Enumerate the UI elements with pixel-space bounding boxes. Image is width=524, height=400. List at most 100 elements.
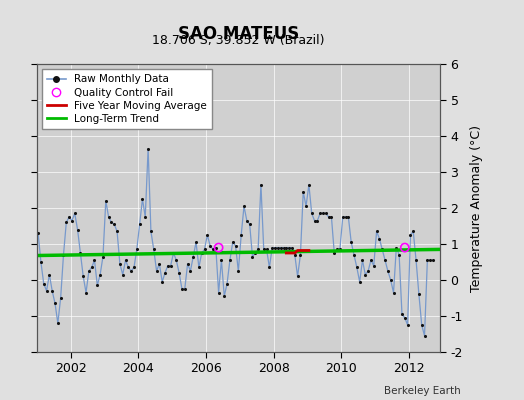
Point [418, 322, 426, 328]
Point [167, 262, 175, 269]
Point [324, 214, 333, 220]
Point [251, 250, 259, 256]
Point [389, 290, 398, 296]
Point [107, 219, 116, 226]
Point [138, 196, 147, 202]
Point [344, 214, 353, 220]
Point [79, 273, 88, 280]
Point [178, 286, 186, 292]
Point [133, 246, 141, 253]
Point [361, 271, 369, 278]
Point [203, 232, 212, 238]
Point [234, 268, 243, 274]
Point [310, 218, 319, 224]
Point [158, 278, 167, 285]
Point [223, 280, 231, 287]
Point [291, 252, 299, 258]
Point [53, 320, 62, 326]
Point [85, 268, 93, 274]
Point [122, 257, 130, 263]
Point [51, 300, 59, 306]
Point [155, 261, 163, 267]
Y-axis label: Temperature Anomaly (°C): Temperature Anomaly (°C) [470, 124, 483, 292]
Point [328, 214, 336, 220]
Point [37, 259, 45, 265]
Point [336, 246, 344, 253]
Point [65, 214, 73, 220]
Point [88, 264, 96, 270]
Point [42, 288, 51, 294]
Point [355, 278, 364, 285]
Point [387, 277, 395, 283]
Point [183, 261, 192, 267]
Point [90, 257, 99, 263]
Point [99, 254, 107, 260]
Point [93, 282, 102, 289]
Point [350, 252, 358, 258]
Point [414, 291, 423, 298]
Point [429, 257, 437, 263]
Point [367, 257, 375, 263]
Point [102, 198, 110, 204]
Point [96, 271, 104, 278]
Point [347, 239, 355, 245]
Point [293, 273, 302, 280]
Point [152, 268, 161, 274]
Point [279, 244, 288, 251]
Point [308, 210, 316, 216]
Text: Berkeley Earth: Berkeley Earth [385, 386, 461, 396]
Point [209, 246, 217, 253]
Point [59, 252, 68, 258]
Point [285, 244, 293, 251]
Point [57, 295, 65, 301]
Point [243, 218, 251, 224]
Point [82, 290, 90, 296]
Point [296, 252, 304, 258]
Legend: Raw Monthly Data, Quality Control Fail, Five Year Moving Average, Long-Term Tren: Raw Monthly Data, Quality Control Fail, … [42, 69, 212, 129]
Point [412, 257, 420, 263]
Point [245, 221, 254, 227]
Point [206, 242, 214, 249]
Point [214, 244, 223, 251]
Point [198, 250, 206, 256]
Point [68, 218, 76, 224]
Point [163, 262, 172, 269]
Point [48, 288, 57, 294]
Point [265, 264, 274, 270]
Point [288, 244, 296, 251]
Point [369, 262, 378, 269]
Point [144, 145, 152, 152]
Point [62, 219, 71, 226]
Point [217, 257, 226, 263]
Point [392, 244, 400, 251]
Point [181, 286, 189, 292]
Point [400, 244, 409, 251]
Point [406, 232, 414, 238]
Point [271, 244, 279, 251]
Point [39, 280, 48, 287]
Point [248, 254, 257, 260]
Point [195, 264, 203, 270]
Point [373, 228, 381, 234]
Point [333, 246, 341, 253]
Point [149, 246, 158, 253]
Point [277, 244, 285, 251]
Point [172, 257, 180, 263]
Point [254, 246, 263, 253]
Point [232, 242, 240, 249]
Point [220, 293, 228, 299]
Point [358, 257, 367, 263]
Point [141, 214, 149, 220]
Point [73, 226, 82, 233]
Point [375, 235, 384, 242]
Point [240, 203, 248, 210]
Point [339, 214, 347, 220]
Point [214, 290, 223, 296]
Text: 18.706 S, 39.852 W (Brazil): 18.706 S, 39.852 W (Brazil) [152, 34, 325, 47]
Point [304, 182, 313, 188]
Point [364, 268, 373, 274]
Point [113, 228, 121, 234]
Point [127, 268, 135, 274]
Point [403, 322, 412, 328]
Point [426, 257, 434, 263]
